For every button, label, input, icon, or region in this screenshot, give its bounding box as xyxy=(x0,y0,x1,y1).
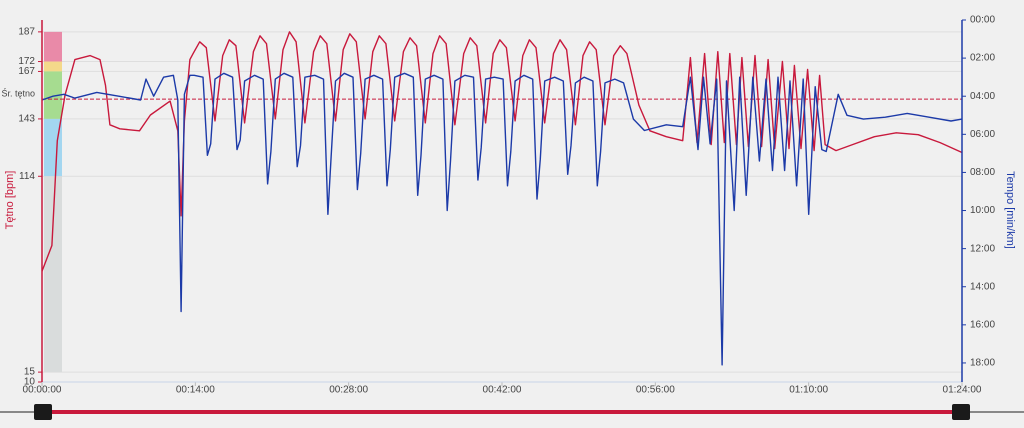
y2-tick-label: 00:00 xyxy=(970,15,995,26)
y2-tick-label: 10:00 xyxy=(970,205,995,216)
series-line xyxy=(41,72,963,366)
hr-zone xyxy=(44,176,62,373)
slider-handle-left[interactable] xyxy=(34,404,52,420)
y-tick-label: 114 xyxy=(19,171,35,182)
y2-tick-label: 16:00 xyxy=(970,319,995,330)
x-tick-label: 00:00:00 xyxy=(23,385,62,396)
zones-layer xyxy=(44,31,62,373)
y-tick-label: 10 xyxy=(24,377,36,388)
y-tick-label: 167 xyxy=(18,66,35,77)
x-tick-label: 00:14:00 xyxy=(176,385,215,396)
hr-zone xyxy=(44,71,62,119)
x-tick-label: 00:28:00 xyxy=(329,385,368,396)
y2-tick-label: 08:00 xyxy=(970,167,995,178)
hr-zone xyxy=(44,31,62,62)
y-tick-label: 15 xyxy=(24,367,36,378)
y-tick-label: 172 xyxy=(18,56,35,67)
y2-tick-label: 04:00 xyxy=(970,91,995,102)
series-line xyxy=(41,31,963,272)
y-axis-title: Tętno [bpm] xyxy=(4,171,16,230)
y2-axis-title: Tempo [min/km] xyxy=(1004,171,1016,249)
y2-tick-label: 02:00 xyxy=(970,53,995,64)
hr-zone xyxy=(44,118,62,177)
y2-tick-label: 12:00 xyxy=(970,243,995,254)
x-tick-label: 01:24:00 xyxy=(943,385,982,396)
x-tick-label: 00:42:00 xyxy=(483,385,522,396)
y2-tick-label: 06:00 xyxy=(970,129,995,140)
y-tick-label: 187 xyxy=(18,27,35,38)
x-tick-label: 01:10:00 xyxy=(789,385,828,396)
y2-tick-label: 18:00 xyxy=(970,358,995,369)
average-label: Śr. tętno xyxy=(1,88,35,99)
y2-tick-label: 14:00 xyxy=(970,281,995,292)
y-tick-label: 143 xyxy=(18,114,35,125)
x-tick-label: 00:56:00 xyxy=(636,385,675,396)
hr-zone xyxy=(44,61,62,72)
lines-layer xyxy=(41,31,963,366)
slider-handle-right[interactable] xyxy=(952,404,970,420)
